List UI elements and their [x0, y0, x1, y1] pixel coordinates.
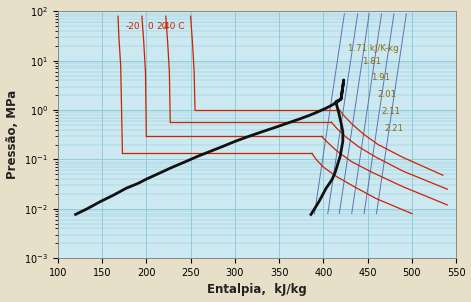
Text: -20: -20: [126, 22, 140, 31]
Text: 2.11: 2.11: [382, 107, 401, 116]
Text: 2.21: 2.21: [384, 124, 404, 133]
Text: 20: 20: [156, 22, 168, 31]
Y-axis label: Pressão, MPa: Pressão, MPa: [6, 90, 18, 179]
Text: 40 C: 40 C: [164, 22, 185, 31]
Text: 2.01: 2.01: [377, 90, 397, 99]
Text: 0: 0: [147, 22, 153, 31]
X-axis label: Entalpia,  kJ/kg: Entalpia, kJ/kg: [207, 284, 307, 297]
Text: 1.81: 1.81: [362, 57, 382, 66]
Text: 1.71 kJ/K-kg: 1.71 kJ/K-kg: [348, 44, 399, 53]
Text: 1.91: 1.91: [371, 73, 390, 82]
